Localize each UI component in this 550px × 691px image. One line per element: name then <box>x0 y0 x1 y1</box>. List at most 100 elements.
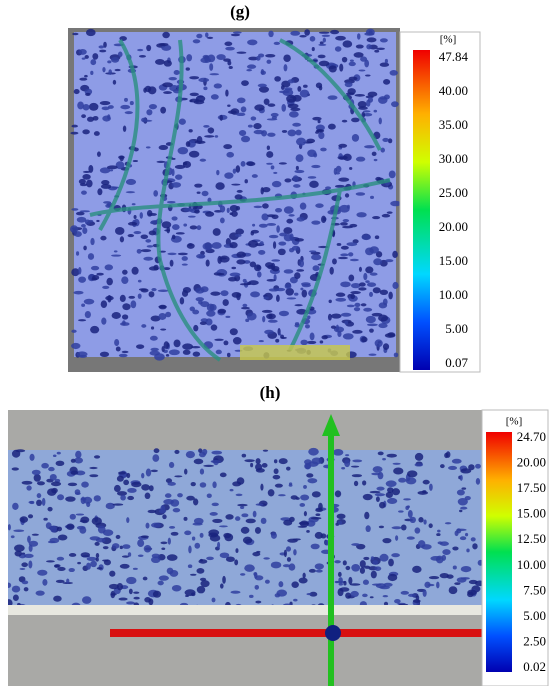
speckle <box>202 448 208 456</box>
speckle <box>335 297 347 302</box>
colorbar-tick-label: 15.00 <box>439 253 468 268</box>
speckle <box>351 543 361 546</box>
speckle <box>198 448 203 453</box>
speckle <box>45 560 55 563</box>
speckle <box>97 188 103 196</box>
speckle <box>417 540 426 548</box>
speckle <box>364 59 370 68</box>
speckle <box>366 282 377 287</box>
speckle <box>78 178 86 185</box>
speckle <box>160 328 167 331</box>
speckle <box>252 223 256 227</box>
speckle <box>167 252 177 256</box>
speckle <box>165 311 172 318</box>
speckle <box>172 507 181 513</box>
speckle <box>23 587 29 592</box>
speckle <box>106 165 118 170</box>
speckle <box>247 124 253 128</box>
speckle <box>318 60 330 67</box>
speckle <box>351 134 360 142</box>
speckle <box>145 239 152 243</box>
speckle <box>272 474 281 480</box>
colorbar-tick-label: 0.02 <box>523 659 546 674</box>
speckle <box>350 291 361 295</box>
axis-y <box>328 430 334 686</box>
colorbar-unit: [%] <box>506 416 523 428</box>
speckle <box>249 261 257 268</box>
speckle <box>12 594 19 602</box>
speckle <box>82 227 88 235</box>
speckle <box>365 280 370 284</box>
speckle <box>388 558 394 567</box>
speckle <box>52 454 57 458</box>
speckle <box>90 325 100 334</box>
speckle <box>294 169 305 174</box>
speckle <box>192 309 200 315</box>
speckle <box>294 272 301 279</box>
speckle <box>292 538 301 541</box>
speckle <box>111 57 120 63</box>
speckle <box>28 560 33 569</box>
speckle <box>216 54 226 60</box>
speckle <box>139 212 143 219</box>
speckle <box>398 477 407 483</box>
speckle <box>165 354 170 357</box>
speckle <box>451 458 462 464</box>
speckle <box>382 137 389 142</box>
speckle <box>196 568 205 574</box>
speckle <box>188 150 200 158</box>
speckle <box>284 87 293 91</box>
speckle <box>21 552 26 555</box>
speckle <box>219 552 230 559</box>
speckle <box>283 549 287 558</box>
speckle <box>236 51 247 54</box>
speckle <box>283 206 294 214</box>
speckle <box>379 501 386 509</box>
speckle <box>390 200 400 207</box>
speckle <box>383 78 391 85</box>
colorbar-tick-label: 24.70 <box>517 429 546 444</box>
panel-label: (g) <box>230 2 250 21</box>
speckle <box>33 473 41 482</box>
speckle <box>165 478 173 484</box>
speckle <box>200 580 210 588</box>
speckle <box>83 298 95 305</box>
speckle <box>332 258 337 265</box>
speckle <box>312 265 320 272</box>
speckle <box>126 576 137 585</box>
speckle <box>57 494 65 501</box>
speckle <box>161 44 172 51</box>
speckle <box>80 497 87 501</box>
speckle <box>406 470 418 478</box>
speckle <box>382 594 389 598</box>
speckle <box>74 457 84 464</box>
speckle <box>224 533 234 542</box>
speckle <box>160 505 166 513</box>
speckle <box>276 294 280 302</box>
speckle <box>95 553 100 559</box>
speckle <box>318 43 327 46</box>
speckle <box>315 124 325 131</box>
speckle <box>232 336 242 345</box>
speckle <box>225 514 234 520</box>
speckle <box>128 588 133 595</box>
speckle <box>409 516 417 524</box>
speckle <box>222 299 229 306</box>
colorbar-tick-label: 7.50 <box>523 582 546 597</box>
speckle <box>278 494 286 497</box>
speckle <box>250 116 257 121</box>
colorbar <box>413 50 430 370</box>
speckle <box>122 544 131 549</box>
speckle <box>95 537 106 543</box>
speckle <box>387 573 398 582</box>
speckle <box>454 530 459 537</box>
speckle <box>198 255 205 259</box>
speckle <box>102 285 110 290</box>
speckle <box>308 447 319 456</box>
speckle <box>391 553 400 558</box>
speckle <box>286 466 291 471</box>
speckle <box>78 267 82 275</box>
speckle <box>470 537 476 542</box>
speckle <box>321 34 331 37</box>
speckle <box>120 104 131 110</box>
